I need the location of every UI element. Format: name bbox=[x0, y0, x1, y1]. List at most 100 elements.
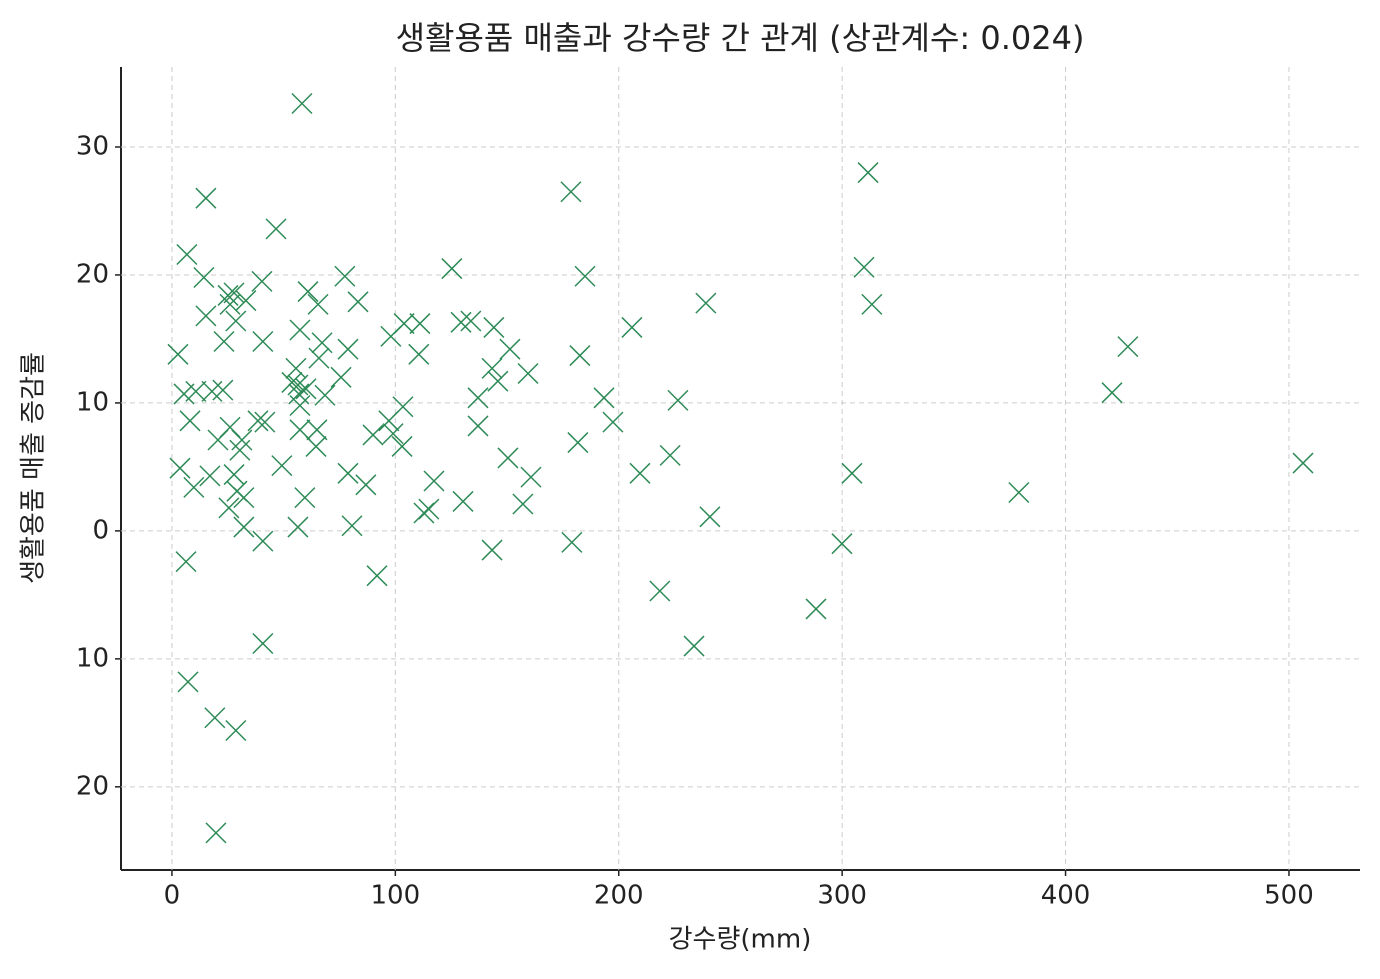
point bbox=[314, 384, 336, 406]
point bbox=[334, 265, 356, 287]
point bbox=[497, 447, 519, 469]
point bbox=[1292, 452, 1314, 474]
point bbox=[175, 551, 197, 573]
point bbox=[347, 291, 369, 313]
point bbox=[337, 338, 359, 360]
point bbox=[195, 187, 217, 209]
point bbox=[450, 311, 472, 333]
point bbox=[195, 305, 217, 327]
point bbox=[1008, 481, 1030, 504]
point bbox=[218, 497, 240, 519]
point bbox=[252, 330, 274, 353]
point bbox=[305, 435, 327, 457]
point bbox=[380, 325, 402, 347]
point bbox=[857, 162, 879, 184]
point bbox=[219, 293, 241, 315]
point bbox=[233, 516, 255, 538]
point bbox=[233, 487, 255, 509]
point bbox=[1117, 336, 1139, 358]
point bbox=[805, 598, 827, 620]
point bbox=[467, 387, 489, 409]
point bbox=[199, 465, 221, 487]
point bbox=[252, 530, 274, 552]
point bbox=[307, 293, 329, 315]
point bbox=[561, 531, 583, 553]
y-tick-label: 20 bbox=[76, 259, 109, 289]
point bbox=[355, 474, 377, 496]
point bbox=[341, 515, 363, 537]
point bbox=[281, 371, 303, 393]
point bbox=[629, 462, 651, 484]
point bbox=[413, 502, 435, 524]
point bbox=[853, 256, 875, 278]
point bbox=[481, 357, 503, 379]
point bbox=[294, 487, 316, 509]
point bbox=[225, 719, 247, 742]
point bbox=[667, 389, 689, 411]
point bbox=[452, 490, 474, 512]
y-tick-label: 30 bbox=[76, 131, 109, 161]
point bbox=[574, 265, 596, 287]
point bbox=[567, 432, 589, 454]
point bbox=[337, 462, 359, 484]
point bbox=[204, 707, 226, 729]
point bbox=[487, 370, 509, 392]
x-tick-label: 400 bbox=[1041, 881, 1091, 911]
point bbox=[212, 379, 234, 401]
point bbox=[169, 457, 191, 479]
point bbox=[683, 635, 705, 657]
point bbox=[569, 345, 591, 367]
point bbox=[649, 580, 671, 602]
point bbox=[467, 415, 489, 437]
point bbox=[297, 281, 319, 303]
point bbox=[177, 671, 199, 693]
point bbox=[366, 565, 388, 587]
point bbox=[659, 444, 681, 466]
chart-title: 생활용품 매출과 강수량 간 관계 (상관계수: 0.024) bbox=[396, 19, 1085, 57]
point bbox=[167, 343, 189, 365]
point bbox=[311, 332, 333, 354]
point bbox=[621, 316, 643, 338]
x-tick-label: 200 bbox=[594, 881, 644, 911]
point bbox=[223, 282, 245, 304]
point bbox=[593, 387, 615, 409]
point bbox=[183, 476, 205, 498]
point bbox=[205, 822, 227, 844]
point bbox=[330, 366, 352, 388]
point bbox=[841, 462, 863, 484]
point bbox=[418, 498, 440, 520]
point bbox=[308, 347, 330, 369]
point bbox=[213, 330, 235, 353]
point bbox=[378, 410, 400, 432]
point bbox=[231, 429, 253, 451]
point bbox=[289, 394, 311, 417]
point bbox=[247, 410, 269, 432]
point bbox=[699, 506, 721, 528]
point bbox=[185, 380, 207, 402]
y-axis-label: 생활용품 매출 증감률 bbox=[19, 352, 49, 584]
point bbox=[391, 435, 413, 457]
point bbox=[295, 378, 317, 400]
point bbox=[291, 92, 313, 115]
point bbox=[695, 292, 717, 314]
point bbox=[176, 243, 198, 266]
point bbox=[831, 533, 853, 555]
point bbox=[481, 539, 503, 561]
x-tick-label: 0 bbox=[164, 881, 181, 911]
point bbox=[382, 423, 404, 445]
point bbox=[861, 293, 883, 315]
point bbox=[520, 466, 542, 488]
x-axis-label: 강수량(mm) bbox=[669, 925, 812, 955]
point bbox=[306, 419, 328, 441]
x-tick-label: 300 bbox=[817, 881, 867, 911]
point bbox=[289, 319, 311, 341]
y-tick-label: 10 bbox=[76, 387, 109, 417]
y-tick-label: 20 bbox=[76, 771, 109, 801]
point bbox=[229, 439, 251, 461]
point bbox=[193, 266, 215, 289]
point bbox=[423, 470, 445, 492]
point bbox=[560, 181, 582, 203]
point bbox=[460, 310, 482, 332]
x-tick-label: 100 bbox=[371, 881, 421, 911]
